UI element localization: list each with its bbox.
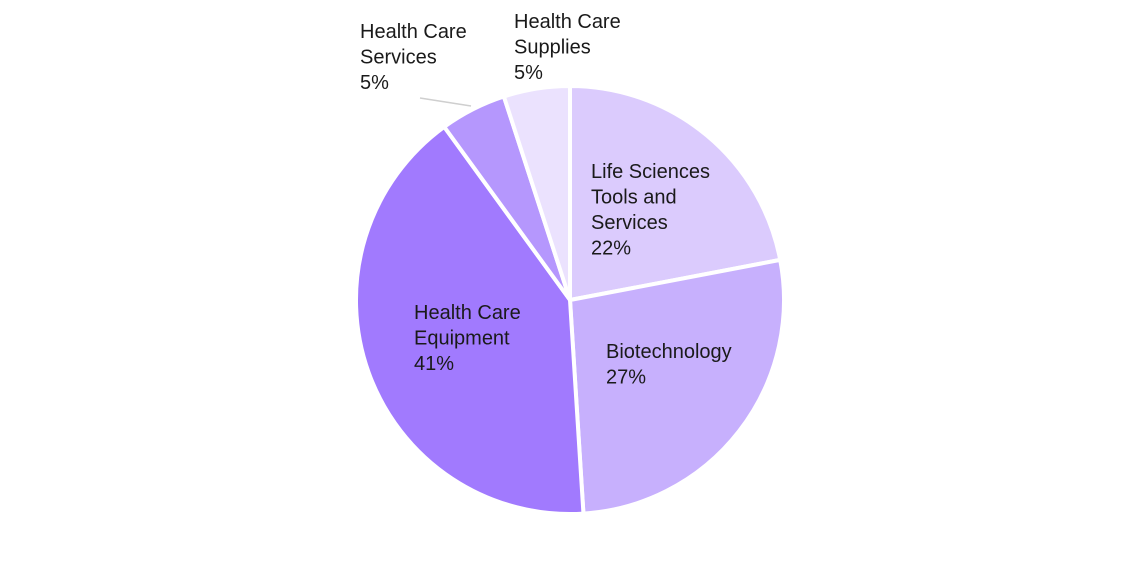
slice-name-line: Supplies: [514, 37, 591, 59]
slice-labels: Life Sciences Tools and Services 22% Biotech…: [360, 11, 732, 389]
slice-label: Health Care Supplies 5%: [514, 11, 621, 84]
leader-lines: [419, 97, 472, 107]
slice-value-label: 5%: [514, 62, 543, 84]
pie-slice-biotechnology: [568, 257, 786, 516]
slice-name-line: Services: [360, 47, 437, 69]
slice-value-label: 22%: [591, 238, 631, 260]
slice-name-line: Tools and: [591, 187, 677, 209]
slice-name-line: Health Care: [514, 11, 621, 33]
pie-slice-health-care-equipment: [354, 124, 586, 516]
slice-name-line: Equipment: [414, 328, 510, 350]
slice-value-label: 27%: [606, 367, 646, 389]
pie-slice-life-sciences-tools-and-services: [568, 84, 783, 302]
slice-value-label: 41%: [414, 353, 454, 375]
slice-name-line: Biotechnology: [606, 341, 732, 363]
slice-label: Health Care Equipment 41%: [414, 302, 521, 375]
slice-name-line: Life Sciences: [591, 161, 710, 183]
slice-value-label: 5%: [360, 72, 389, 94]
pie-slice-health-care-supplies: [501, 84, 572, 302]
pie-slices: [354, 84, 786, 516]
slice-name-line: Services: [591, 212, 668, 234]
slice-label: Biotechnology 27%: [606, 341, 732, 389]
slice-name-line: Health Care: [360, 21, 467, 43]
slice-label: Health Care Services 5%: [360, 21, 467, 94]
slice-label: Life Sciences Tools and Services 22%: [591, 161, 710, 260]
leader-line: [419, 97, 472, 107]
slice-name-line: Health Care: [414, 302, 521, 324]
